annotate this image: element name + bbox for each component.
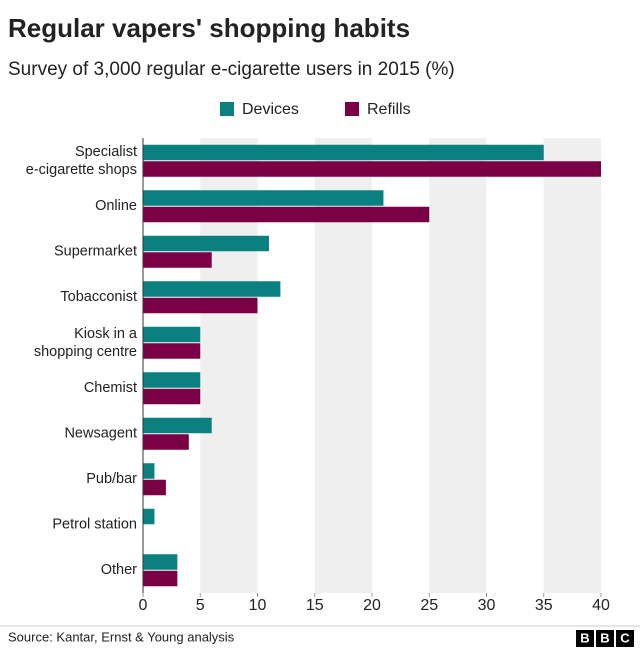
- bar: [143, 297, 258, 314]
- x-tick-label: 25: [420, 597, 438, 614]
- bar: [143, 281, 281, 297]
- y-tick-label: Online: [95, 198, 137, 214]
- bar: [143, 508, 155, 525]
- x-tick-label: 15: [306, 597, 324, 614]
- grid-band: [314, 138, 372, 593]
- logo-box: [596, 630, 614, 647]
- x-tick-label: 30: [478, 597, 496, 614]
- bar: [143, 479, 166, 496]
- bar: [143, 570, 178, 587]
- bar: [143, 161, 601, 177]
- legend-swatch: [220, 102, 234, 116]
- y-tick-label: Supermarket: [54, 244, 137, 260]
- y-tick-label: Tobacconist: [60, 289, 137, 305]
- y-tick-label: Newsagent: [64, 426, 137, 442]
- bar: [143, 206, 430, 223]
- y-tick-label: Other: [101, 562, 137, 578]
- source: Source: Kantar, Ernst & Young analysis: [8, 629, 235, 644]
- bar: [143, 372, 201, 388]
- bar: [143, 190, 384, 206]
- bar: [143, 235, 269, 252]
- bar: [143, 144, 544, 161]
- y-tick-label: Chemist: [84, 380, 137, 396]
- bar: [143, 463, 155, 479]
- x-tick-label: 5: [196, 597, 205, 614]
- bar: [143, 417, 212, 434]
- chart-title: Regular vapers' shopping habits: [8, 13, 410, 43]
- grid-band: [200, 138, 258, 593]
- legend-label: Refills: [367, 101, 411, 118]
- legend-swatch: [345, 102, 359, 116]
- logo-box: [616, 630, 634, 647]
- logo-letter: B: [600, 630, 609, 645]
- x-tick-label: 20: [363, 597, 381, 614]
- legend-label: Devices: [242, 101, 299, 118]
- x-tick-label: 40: [592, 597, 610, 614]
- y-tick-label: Pub/bar: [86, 471, 137, 487]
- y-tick-label: Specialist e-cigarette shops: [26, 144, 137, 178]
- bar: [143, 434, 189, 450]
- bar: [143, 554, 178, 570]
- chart-subtitle: Survey of 3,000 regular e-cigarette user…: [8, 59, 455, 80]
- y-tick-label: Petrol station: [52, 517, 137, 533]
- logo-letter: C: [620, 630, 630, 645]
- bar: [143, 326, 201, 343]
- logo-letter: B: [580, 630, 589, 645]
- bar: [143, 252, 212, 268]
- x-tick-label: 0: [139, 597, 148, 614]
- bar: [143, 343, 201, 359]
- grid-band: [543, 138, 601, 593]
- x-tick-label: 35: [535, 597, 553, 614]
- y-tick-label: Kiosk in a shopping centre: [34, 326, 138, 360]
- bar: [143, 388, 201, 405]
- grid-band: [429, 138, 487, 593]
- logo-box: [576, 630, 594, 647]
- x-tick-label: 10: [249, 597, 267, 614]
